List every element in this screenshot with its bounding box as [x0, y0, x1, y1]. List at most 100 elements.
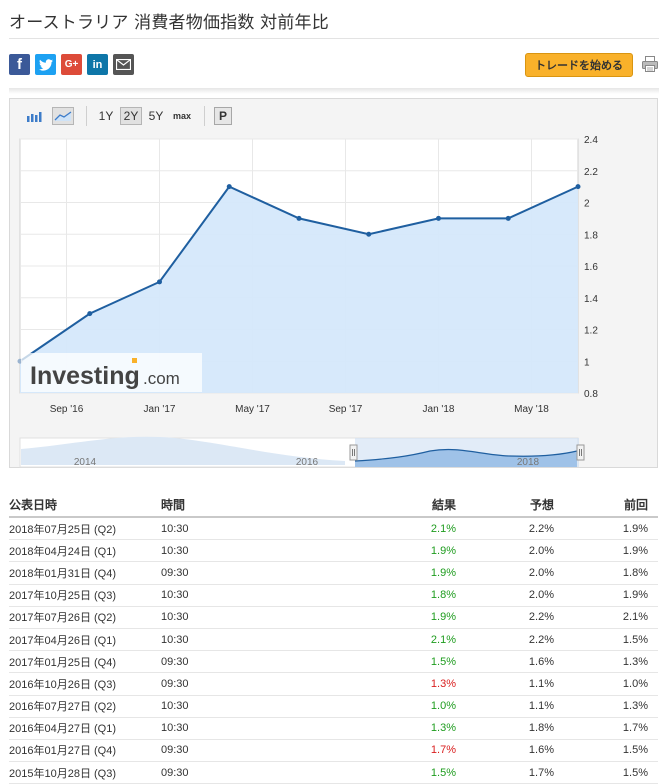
cell-forecast: 1.1% [528, 677, 554, 690]
toolbar-separator [204, 106, 205, 126]
y-tick-label: 2.4 [584, 135, 598, 146]
table-row: 2017年04月26日 (Q1) 10:30 2.1% 2.2% 1.5% [9, 629, 658, 652]
table-row: 2016年10月26日 (Q3) 09:30 1.3% 1.1% 1.0% [9, 673, 658, 696]
linkedin-icon[interactable]: in [87, 54, 108, 75]
cell-forecast: 2.0% [528, 589, 554, 602]
cell-date: 2016年01月27日 (Q4) [9, 745, 116, 758]
navigator-selected-area [355, 449, 577, 467]
cell-actual: 2.1% [430, 633, 456, 646]
cell-actual: 1.3% [430, 677, 456, 690]
email-icon[interactable] [113, 54, 134, 75]
cell-time: 10:30 [161, 722, 189, 735]
table-row: 2018年07月25日 (Q2) 10:30 2.1% 2.2% 1.9% [9, 518, 658, 541]
cell-time: 10:30 [161, 522, 189, 535]
navigator-right-handle[interactable] [576, 444, 585, 461]
cpi-area-chart[interactable]: 0.8 1 1.2 1.4 1.6 1.8 2 2.2 2.4 Sep '16 Jan '17 May… [10, 99, 659, 469]
x-tick-label: May '17 [235, 404, 270, 415]
chart-panel: 1Y 2Y 5Y max P 0.8 1 1.2 1.4 1.6 1.8 2 2.2 2.4 Se… [9, 98, 658, 468]
data-point [366, 231, 372, 237]
cell-date: 2016年10月26日 (Q3) [9, 678, 116, 691]
header-release-date[interactable]: 公表日時 [9, 497, 58, 512]
cell-forecast: 1.6% [528, 655, 554, 668]
y-tick-label: 2 [584, 199, 590, 210]
cell-actual: 1.7% [430, 744, 456, 757]
range-5y-button[interactable]: 5Y [148, 109, 164, 123]
header-actual[interactable]: 結果 [431, 497, 456, 512]
navigator-history-area [21, 436, 345, 465]
table-row: 2016年01月27日 (Q4) 09:30 1.7% 1.6% 1.5% [9, 740, 658, 763]
cell-actual: 1.5% [430, 766, 456, 779]
bar-chart-icon[interactable] [24, 107, 44, 125]
history-table: 公表日時 時間 結果 予想 前回 2018年07月25日 (Q2) 10:30 2.… [9, 492, 658, 784]
p-button[interactable]: P [214, 107, 232, 125]
cell-actual: 1.0% [430, 700, 456, 713]
social-share-bar: f G+ in [9, 54, 134, 75]
navigator-left-handle[interactable] [349, 444, 358, 461]
y-tick-label: 1 [584, 357, 590, 368]
table-header: 公表日時 時間 結果 予想 前回 [9, 492, 658, 518]
data-point [226, 184, 232, 190]
cell-date: 2017年01月25日 (Q4) [9, 656, 116, 669]
y-tick-label: 0.8 [584, 389, 598, 400]
cell-previous: 1.9% [622, 522, 648, 535]
cell-date: 2016年04月27日 (Q1) [9, 723, 116, 736]
twitter-icon[interactable] [35, 54, 56, 75]
chart-toolbar: 1Y 2Y 5Y max P [10, 99, 657, 131]
printer-icon[interactable] [641, 55, 659, 73]
cell-time: 09:30 [161, 744, 189, 757]
table-row: 2018年04月24日 (Q1) 10:30 1.9% 2.0% 1.9% [9, 540, 658, 563]
investing-logo: Investing [30, 362, 140, 390]
navigator-year-label: 2016 [296, 457, 319, 468]
cell-previous: 1.0% [622, 677, 648, 690]
facebook-icon[interactable]: f [9, 54, 30, 75]
logo-dot [132, 358, 137, 363]
x-tick-label: Jan '18 [423, 404, 455, 415]
section-divider [9, 88, 659, 94]
range-max-button[interactable]: max [172, 111, 191, 121]
cell-time: 10:30 [161, 589, 189, 602]
cell-forecast: 2.0% [528, 544, 554, 557]
cell-time: 10:30 [161, 633, 189, 646]
cell-previous: 1.3% [622, 655, 648, 668]
navigator-line [354, 448, 578, 462]
google-plus-icon[interactable]: G+ [61, 54, 82, 75]
cell-date: 2018年04月24日 (Q1) [9, 545, 116, 558]
range-2y-button[interactable]: 2Y [120, 107, 142, 125]
cell-date: 2018年07月25日 (Q2) [9, 523, 116, 536]
cell-forecast: 1.7% [528, 766, 554, 779]
navigator-year-label: 2014 [74, 457, 97, 468]
cell-time: 09:30 [161, 766, 189, 779]
cell-date: 2018年01月31日 (Q4) [9, 567, 116, 580]
cell-date: 2015年10月28日 (Q3) [9, 767, 116, 780]
cell-forecast: 2.2% [528, 633, 554, 646]
cell-time: 09:30 [161, 677, 189, 690]
cell-forecast: 1.6% [528, 744, 554, 757]
table-row: 2015年10月28日 (Q3) 09:30 1.5% 1.7% 1.5% [9, 762, 658, 784]
cell-previous: 2.1% [622, 611, 648, 624]
cell-previous: 1.9% [622, 544, 648, 557]
table-row: 2016年04月27日 (Q1) 10:30 1.3% 1.8% 1.7% [9, 718, 658, 740]
cell-previous: 1.9% [622, 589, 648, 602]
cell-forecast: 1.8% [528, 722, 554, 735]
header-forecast[interactable]: 予想 [529, 497, 554, 512]
navigator-year-label: 2018 [517, 457, 540, 468]
data-point [436, 215, 441, 221]
page-title: オーストラリア 消費者物価指数 対前年比 [9, 13, 329, 33]
table-row: 2018年01月31日 (Q4) 09:30 1.9% 2.0% 1.8% [9, 562, 658, 585]
title-divider [9, 38, 659, 39]
x-tick-label: Jan '17 [144, 404, 176, 415]
cell-previous: 1.8% [622, 566, 648, 579]
cell-time: 10:30 [161, 611, 189, 624]
data-point [157, 279, 162, 285]
cell-date: 2017年07月26日 (Q2) [9, 612, 116, 625]
cell-previous: 1.3% [622, 700, 648, 713]
header-previous[interactable]: 前回 [623, 497, 648, 512]
cell-actual: 1.9% [430, 544, 456, 557]
area-chart-icon[interactable] [52, 107, 74, 125]
cell-actual: 2.1% [430, 522, 456, 535]
start-trading-button[interactable]: トレードを始める [525, 53, 633, 77]
x-tick-label: May '18 [514, 404, 549, 415]
header-time[interactable]: 時間 [161, 497, 186, 512]
cell-previous: 1.5% [622, 744, 648, 757]
range-1y-button[interactable]: 1Y [98, 109, 114, 123]
